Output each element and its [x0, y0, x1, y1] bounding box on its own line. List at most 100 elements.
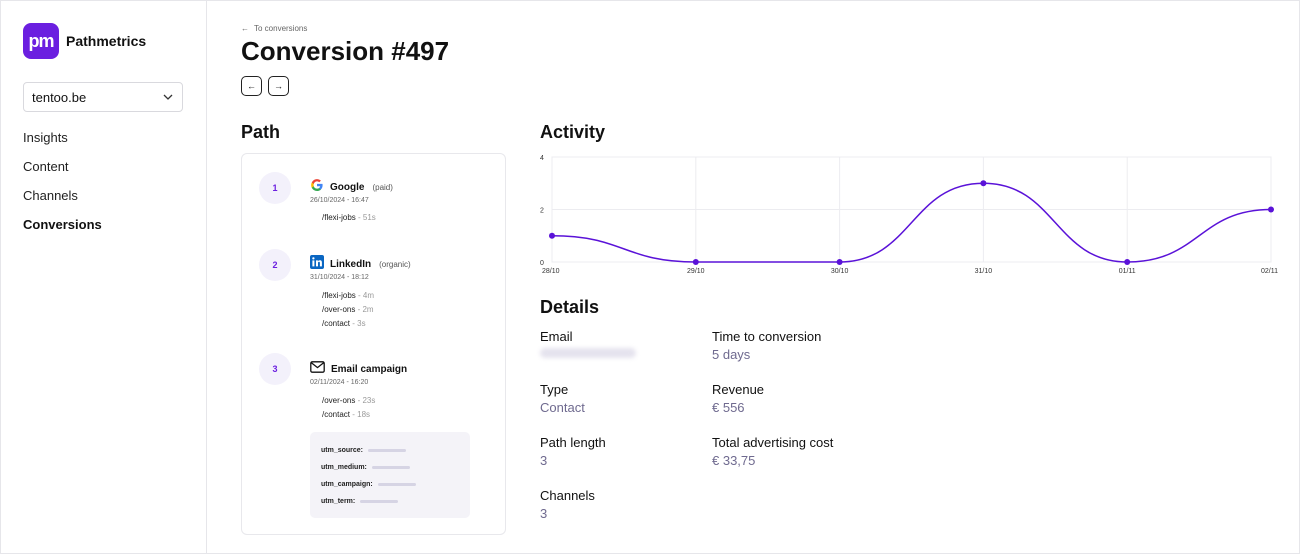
step-number: 1 [259, 172, 291, 204]
next-button[interactable]: → [268, 76, 289, 96]
page-list: /over-ons - 23s /contact - 18s [322, 394, 375, 422]
path-card: 1 Google (paid) 26/10/2024 - 16:47 /flex… [241, 153, 506, 535]
utm-row: utm_medium: [321, 459, 470, 476]
page-url: /over-ons [322, 396, 356, 405]
page-url: /contact [322, 410, 351, 419]
revenue-value: € 556 [712, 400, 745, 415]
sidebar-nav: Insights Content Channels Conversions [23, 130, 102, 246]
x-tick-label: 30/10 [831, 268, 849, 275]
page-row: /over-ons - 23s [322, 394, 375, 408]
utm-label: utm_term: [321, 498, 356, 505]
linkedin-icon [310, 255, 324, 274]
page-row: /over-ons - 2m [322, 303, 374, 317]
utm-value-redacted [371, 466, 410, 469]
sidebar-item-content[interactable]: Content [23, 159, 69, 174]
arrow-right-icon: → [274, 81, 283, 91]
type-value: Contact [540, 400, 585, 415]
page-duration: - 23s [355, 396, 376, 405]
x-tick-label: 01/11 [1119, 268, 1136, 275]
page-url: /flexi-jobs [322, 291, 356, 300]
activity-data-point [1268, 206, 1274, 213]
details-title: Details [540, 297, 600, 317]
brand-name: Pathmetrics [66, 33, 147, 49]
page-duration: - 3s [350, 319, 366, 328]
utm-row: utm_term: [321, 493, 470, 510]
email-icon [310, 360, 325, 378]
revenue-label: Revenue [712, 382, 765, 397]
step-header: LinkedIn (organic) [310, 255, 411, 274]
path-title: Path [241, 122, 281, 142]
page-list: /flexi-jobs - 4m /over-ons - 2m /contact… [322, 289, 374, 331]
activity-data-point [1124, 259, 1131, 265]
page-row: /contact - 18s [322, 408, 375, 422]
step-header: Google (paid) [310, 178, 393, 197]
y-tick-label: 2 [540, 208, 544, 215]
sidebar-item-channels[interactable]: Channels [23, 188, 78, 203]
y-tick-label: 4 [540, 155, 544, 162]
channel-tag: (organic) [379, 260, 411, 269]
x-tick-label: 29/10 [687, 268, 705, 275]
page-title: Conversion #497 [241, 36, 450, 66]
channels-value: 3 [540, 506, 548, 521]
time-to-conversion-value: 5 days [712, 347, 751, 362]
step-number: 2 [259, 249, 291, 281]
page-duration: - 18s [350, 410, 371, 419]
utm-value-redacted [377, 483, 416, 486]
utm-label: utm_source: [321, 447, 364, 454]
utm-row: utm_campaign: [321, 476, 470, 493]
y-tick-label: 0 [540, 260, 544, 267]
email-value-redacted [540, 348, 636, 358]
activity-data-point [980, 180, 987, 187]
x-tick-label: 02/11 [1261, 268, 1278, 275]
utm-row: utm_source: [321, 442, 470, 459]
path-length-value: 3 [540, 453, 548, 468]
pager: ← → [241, 76, 289, 96]
back-to-conversions-link[interactable]: ← To conversions [241, 24, 307, 33]
previous-button[interactable]: ← [241, 76, 262, 96]
channel-name: LinkedIn [330, 259, 372, 270]
utm-parameters: utm_source: utm_medium: utm_campaign: ut… [310, 432, 470, 518]
step-date: 02/11/2024 - 16:20 [310, 379, 369, 386]
arrow-left-icon: ← [241, 24, 249, 33]
google-icon [310, 178, 324, 197]
sidebar-item-insights[interactable]: Insights [23, 130, 68, 145]
utm-label: utm_medium: [321, 464, 367, 471]
page-row: /flexi-jobs - 4m [322, 289, 374, 303]
email-label: Email [540, 329, 573, 344]
page-list: /flexi-jobs - 51s [322, 211, 376, 225]
utm-label: utm_campaign: [321, 481, 373, 488]
total-ad-cost-value: € 33,75 [712, 453, 756, 468]
app-logo: pm [23, 23, 59, 59]
channel-name: Email campaign [331, 363, 408, 375]
activity-title: Activity [540, 122, 606, 142]
site-select[interactable]: tentoo.be [23, 82, 183, 112]
back-link-label: To conversions [254, 24, 308, 33]
page-duration: - 51s [355, 213, 376, 222]
sidebar: pm Pathmetrics tentoo.be Insights Conten… [0, 0, 207, 554]
page-row: /contact - 3s [322, 317, 374, 331]
step-header: Email campaign [310, 360, 407, 378]
x-tick-label: 28/10 [542, 268, 560, 275]
arrow-left-icon: ← [247, 81, 256, 91]
utm-value-redacted [360, 500, 399, 503]
page-duration: - 4m [355, 291, 375, 300]
x-tick-label: 31/10 [975, 268, 993, 275]
time-to-conversion-label: Time to conversion [712, 329, 822, 344]
step-date: 26/10/2024 - 16:47 [310, 197, 369, 204]
chevron-down-icon [163, 92, 173, 103]
brand[interactable]: pm Pathmetrics [23, 23, 146, 59]
channel-name: Google [330, 182, 365, 193]
step-date: 31/10/2024 - 18:12 [310, 274, 369, 281]
activity-series-line [551, 182, 1272, 263]
path-length-label: Path length [540, 435, 606, 450]
activity-data-point [549, 232, 555, 239]
site-select-value: tentoo.be [32, 89, 87, 105]
channels-label: Channels [540, 488, 595, 503]
activity-data-point [692, 259, 699, 265]
page-duration: - 2m [355, 305, 374, 314]
page-url: /over-ons [322, 305, 356, 314]
page-url: /flexi-jobs [322, 213, 356, 222]
sidebar-item-conversions[interactable]: Conversions [23, 217, 102, 232]
type-label: Type [540, 382, 569, 397]
utm-value-redacted [368, 449, 407, 452]
